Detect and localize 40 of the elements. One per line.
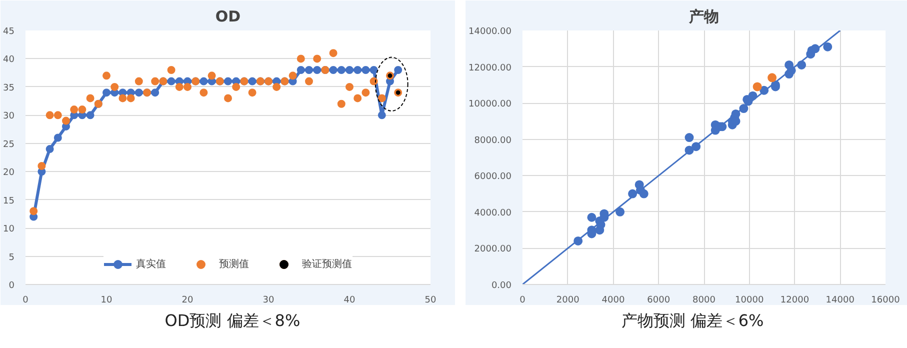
x-tick-label: 30 <box>262 296 274 306</box>
y-tick-label: 25 <box>3 140 14 150</box>
chart-title: OD <box>215 8 241 26</box>
y-tick-label: 12000.00 <box>468 63 512 74</box>
y-tick-label: 20 <box>3 168 15 178</box>
x-tick-label: 2000 <box>556 296 580 306</box>
x-tick-label: 16000 <box>871 296 900 306</box>
x-tick-label: 10000 <box>735 296 764 306</box>
y-tick-label: 4000.00 <box>474 208 512 218</box>
y-tick-label: 10 <box>3 224 15 235</box>
text: 产物预测 偏差＜6% <box>621 310 764 332</box>
y-tick-label: 6000.00 <box>474 172 512 182</box>
x-tick-label: 14000 <box>826 296 855 306</box>
y-tick-label: 2000.00 <box>474 244 512 255</box>
y-tick-label: 40 <box>3 55 15 66</box>
y-tick-label: 0.00 <box>491 281 512 291</box>
x-tick-label: 50 <box>424 296 436 306</box>
y-tick-label: 10000.00 <box>468 100 512 110</box>
x-tick-label: 20 <box>182 296 194 306</box>
y-tick-label: 14000.00 <box>468 27 512 37</box>
y-tick-label: 5 <box>8 252 15 263</box>
x-tick-label: 4000 <box>602 296 625 306</box>
y-tick-label: 30 <box>3 112 15 122</box>
legend-label: 验证预测值 <box>302 258 352 271</box>
x-tick-label: 10 <box>100 296 112 306</box>
x-tick-label: 0 <box>22 296 29 306</box>
legend-label: 真实值 <box>136 258 166 271</box>
legend-label: 预测值 <box>219 258 249 271</box>
x-tick-label: 12000 <box>780 296 810 306</box>
x-tick-label: 8000 <box>692 296 716 306</box>
y-tick-label: 8000.00 <box>474 136 512 146</box>
y-tick-label: 35 <box>3 83 14 94</box>
text: OD预测 偏差＜8% <box>164 310 300 332</box>
x-tick-label: 40 <box>344 296 356 306</box>
x-tick-label: 6000 <box>647 296 670 306</box>
y-tick-label: 15 <box>3 196 14 206</box>
chart-title: 产物 <box>688 8 719 26</box>
y-tick-label: 45 <box>3 27 14 37</box>
y-tick-label: 0 <box>8 281 15 291</box>
x-tick-label: 0 <box>520 296 526 306</box>
